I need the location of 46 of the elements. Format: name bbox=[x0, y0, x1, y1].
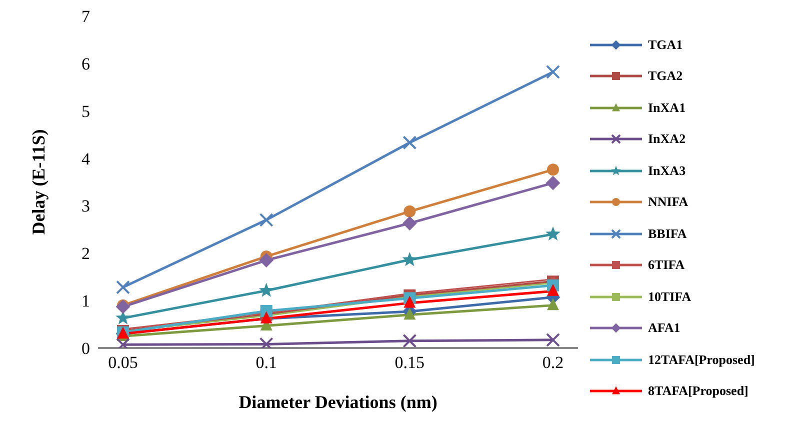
point bbox=[547, 164, 559, 176]
legend-label: InXA2 bbox=[648, 131, 686, 148]
x-tick-label: 0.15 bbox=[394, 353, 425, 372]
point bbox=[546, 64, 560, 79]
y-tick-label: 7 bbox=[82, 7, 90, 26]
y-tick-label: 6 bbox=[82, 54, 90, 74]
point bbox=[404, 296, 416, 308]
point bbox=[547, 298, 559, 310]
x-tick-label: 0.1 bbox=[256, 353, 277, 372]
x-tick-label: 0.05 bbox=[108, 353, 138, 372]
legend-label: TGA1 bbox=[648, 36, 683, 53]
legend-label: 6TIFA bbox=[648, 257, 685, 274]
y-tick-label: 5 bbox=[82, 102, 90, 121]
y-tick-label: 2 bbox=[82, 244, 90, 264]
point bbox=[546, 332, 560, 347]
point bbox=[402, 136, 417, 150]
y-tick-label: 1 bbox=[82, 292, 90, 311]
legend-label: 10TIFA bbox=[648, 288, 692, 305]
legend-label: InXA1 bbox=[648, 100, 686, 116]
point bbox=[546, 226, 560, 240]
point bbox=[259, 212, 274, 227]
legend-label: AFA1 bbox=[648, 320, 680, 336]
legend-label: 12TAFA[Proposed] bbox=[648, 352, 755, 368]
legend-label: NNIFA bbox=[648, 194, 688, 210]
point bbox=[402, 334, 417, 348]
point bbox=[259, 253, 274, 268]
point bbox=[260, 311, 272, 324]
x-axis-title: Diameter Deviations (nm) bbox=[238, 392, 438, 412]
y-tick-label: 3 bbox=[82, 196, 90, 216]
legend-label: BBIFA bbox=[648, 226, 687, 242]
point bbox=[402, 252, 418, 266]
legend-label: InXA3 bbox=[648, 162, 686, 179]
x-tick-label: 0.2 bbox=[542, 353, 564, 372]
point bbox=[404, 308, 416, 320]
point bbox=[546, 176, 560, 190]
y-tick-label: 0 bbox=[82, 339, 90, 358]
legend-label: TGA2 bbox=[648, 68, 683, 84]
point bbox=[404, 205, 416, 218]
y-axis-title: Delay (E-11S) bbox=[28, 129, 48, 235]
y-tick-label: 4 bbox=[82, 149, 90, 168]
point bbox=[116, 280, 130, 294]
point bbox=[402, 216, 417, 230]
point bbox=[258, 282, 274, 297]
point bbox=[547, 284, 559, 296]
point bbox=[116, 300, 130, 314]
legend-label: 8TAFA[Proposed] bbox=[648, 383, 748, 400]
